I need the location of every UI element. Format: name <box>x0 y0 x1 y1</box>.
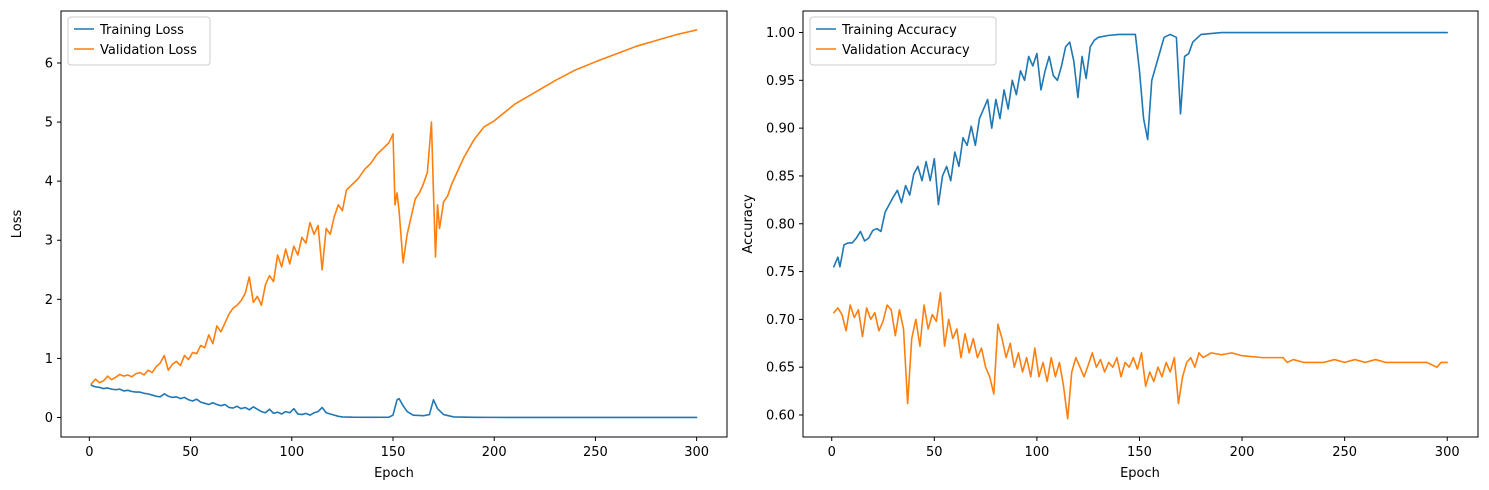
accuracy-y-tick-label: 0.80 <box>766 217 795 232</box>
loss-series-line-training <box>90 384 698 419</box>
accuracy-legend-label-training: Training Accuracy <box>841 23 957 38</box>
loss-y-tick-label: 1 <box>45 352 53 367</box>
accuracy-y-tick-label: 1.00 <box>766 26 795 41</box>
loss-legend-label-validation: Validation Loss <box>100 43 197 58</box>
loss-chart: 0 50 100 150 200 250 300 0 1 2 3 4 5 6 Epoch Loss Tr… <box>10 10 728 481</box>
loss-y-tick-label: 5 <box>45 116 53 131</box>
accuracy-x-ticks: 0 50 100 150 200 250 300 <box>828 437 1460 460</box>
loss-y-tick-label: 2 <box>45 293 53 308</box>
accuracy-y-tick-label: 0.95 <box>766 74 795 89</box>
loss-x-tick-label: 250 <box>583 445 608 460</box>
accuracy-legend: Training Accuracy Validation Accuracy <box>809 16 997 66</box>
accuracy-x-tick-label: 250 <box>1332 445 1357 460</box>
loss-x-tick-label: 200 <box>482 445 507 460</box>
accuracy-legend-label-validation: Validation Accuracy <box>842 43 970 58</box>
loss-y-axis-label: Loss <box>10 210 25 239</box>
loss-x-axis-label: Epoch <box>374 466 414 481</box>
loss-y-tick-label: 4 <box>45 175 53 190</box>
loss-x-tick-label: 300 <box>684 445 709 460</box>
accuracy-y-tick-label: 0.65 <box>766 361 795 376</box>
accuracy-chart: 0 50 100 150 200 250 300 0.600.650.700.750.800… <box>741 10 1479 481</box>
loss-plot-frame <box>60 10 728 438</box>
loss-legend-box <box>67 16 211 66</box>
accuracy-y-tick-label: 0.85 <box>766 169 795 184</box>
accuracy-y-axis-label: Accuracy <box>741 194 756 254</box>
loss-series-lines <box>90 29 698 419</box>
loss-x-tick-label: 50 <box>182 445 199 460</box>
loss-y-tick-label: 3 <box>45 234 53 249</box>
accuracy-legend-box <box>809 16 997 66</box>
loss-x-tick-label: 100 <box>279 445 304 460</box>
loss-x-ticks: 0 50 100 150 200 250 300 <box>85 437 709 460</box>
loss-legend: Training Loss Validation Loss <box>67 16 211 66</box>
accuracy-series-line-validation <box>832 291 1449 420</box>
accuracy-y-tick-label: 0.75 <box>766 265 795 280</box>
accuracy-series-lines <box>832 31 1449 420</box>
accuracy-x-tick-label: 150 <box>1127 445 1152 460</box>
accuracy-x-tick-label: 0 <box>828 445 836 460</box>
loss-y-tick-label: 0 <box>45 411 53 426</box>
loss-y-tick-label: 6 <box>45 56 53 71</box>
loss-series-line-validation <box>90 29 698 385</box>
loss-y-ticks: 0 1 2 3 4 5 6 <box>45 56 61 426</box>
accuracy-y-tick-label: 0.70 <box>766 313 795 328</box>
accuracy-series-line-training <box>832 31 1449 268</box>
accuracy-y-tick-label: 0.90 <box>766 122 795 137</box>
accuracy-y-ticks: 0.60 0.65 0.70 0.75 0.80 0.85 0.90 0.95 1.00 <box>766 26 803 424</box>
accuracy-x-tick-label: 50 <box>926 445 943 460</box>
accuracy-y-tick-label: 0.60 <box>766 409 795 424</box>
accuracy-x-tick-label: 300 <box>1435 445 1460 460</box>
loss-x-tick-label: 0 <box>85 445 93 460</box>
accuracy-x-axis-label: Epoch <box>1120 466 1160 481</box>
accuracy-x-tick-label: 200 <box>1230 445 1255 460</box>
accuracy-x-tick-label: 100 <box>1024 445 1049 460</box>
loss-x-tick-label: 150 <box>381 445 406 460</box>
loss-legend-label-training: Training Loss <box>99 23 184 38</box>
